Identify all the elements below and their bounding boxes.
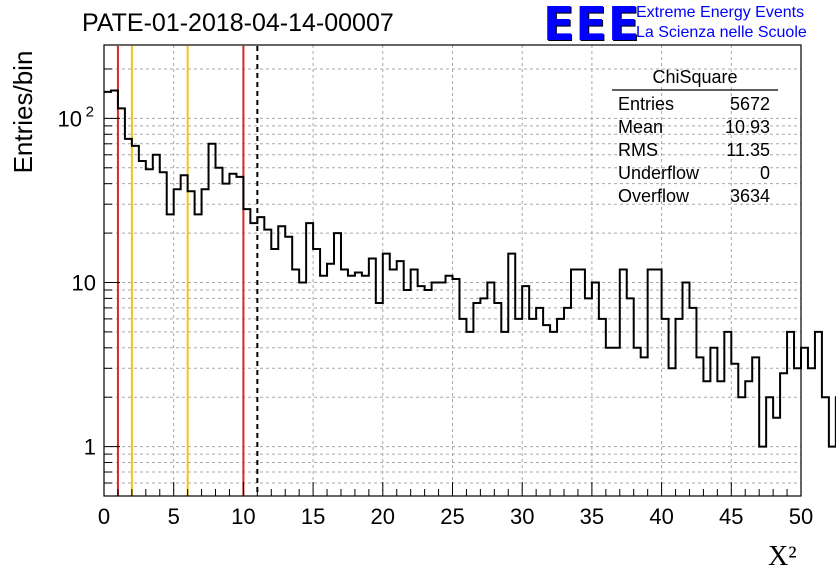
y-tick-label: 1 xyxy=(84,435,96,460)
y-tick-label: 10 xyxy=(72,270,96,295)
x-tick-label: 5 xyxy=(168,504,180,529)
stats-box: ChiSquare Entries 5672 Mean 10.93 RMS 11.35 Und… xyxy=(612,67,778,206)
x-tick-label: 25 xyxy=(440,504,464,529)
stats-row-label: RMS xyxy=(618,140,658,160)
run-title: PATE-01-2018-04-14-00007 xyxy=(82,9,394,37)
reference-lines xyxy=(116,46,259,496)
histogram-outline xyxy=(104,89,836,448)
stats-row-label: Overflow xyxy=(618,186,690,206)
x-tick-label: 50 xyxy=(789,504,813,529)
stats-row-value: 10.93 xyxy=(725,117,770,137)
x-tick-label: 35 xyxy=(580,504,604,529)
x-tick-label: 40 xyxy=(649,504,673,529)
x-axis-label: X² xyxy=(768,541,797,572)
x-tick-label: 10 xyxy=(231,504,255,529)
axis-ticks xyxy=(103,68,802,496)
grid-lines xyxy=(104,45,801,496)
stats-row-label: Underflow xyxy=(618,163,700,183)
stats-row-value: 11.35 xyxy=(726,140,770,160)
stats-row-value: 3634 xyxy=(730,186,770,206)
stats-row-label: Entries xyxy=(618,94,674,114)
y-axis-label: Entries/bin xyxy=(8,51,38,174)
eee-logo: EEE xyxy=(543,0,641,51)
y-tick-label: 10 xyxy=(58,106,82,131)
stats-row-value: 0 xyxy=(760,163,770,183)
stats-row-label: Mean xyxy=(618,117,663,137)
stats-row-value: 5672 xyxy=(730,94,770,114)
x-tick-label: 0 xyxy=(98,504,110,529)
x-tick-label: 45 xyxy=(719,504,743,529)
y-tick-exponent: 2 xyxy=(86,103,94,120)
logo-caption-line1: Extreme Energy Events xyxy=(636,4,805,21)
x-tick-label: 20 xyxy=(371,504,395,529)
stats-box-title: ChiSquare xyxy=(652,67,737,87)
logo-caption-line2: La Scienza nelle Scuole xyxy=(636,24,807,41)
x-tick-label: 15 xyxy=(301,504,325,529)
x-tick-label: 30 xyxy=(510,504,534,529)
